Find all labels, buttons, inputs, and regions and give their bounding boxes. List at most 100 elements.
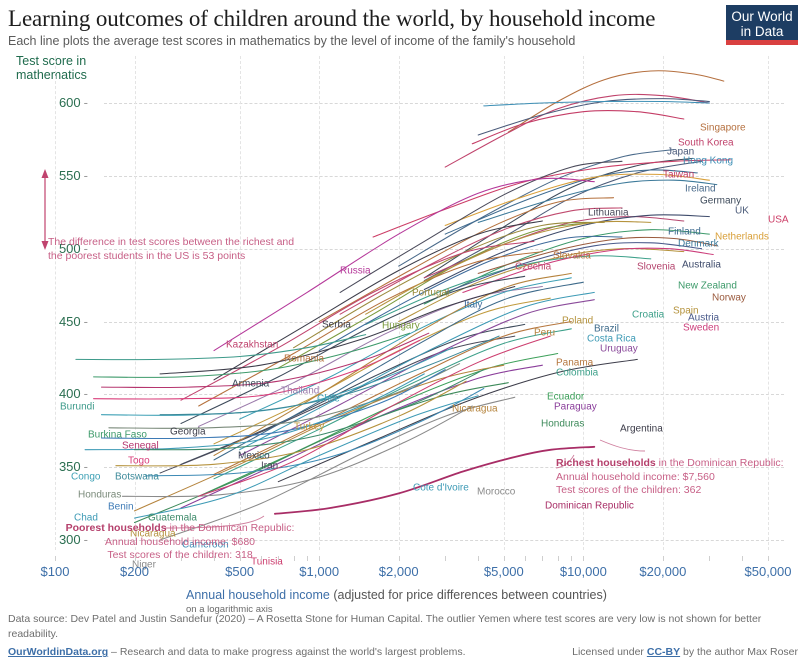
series-line-slovakia[interactable]: [318, 197, 615, 323]
series-line-cote-d-ivoire[interactable]: [133, 395, 479, 519]
series-label-brazil[interactable]: Brazil: [594, 323, 620, 335]
series-label-uruguay[interactable]: Uruguay: [600, 343, 638, 355]
series-line-uruguay[interactable]: [239, 299, 595, 457]
series-line-benin[interactable]: [100, 369, 446, 440]
series-line-sweden[interactable]: [462, 247, 714, 293]
series-line-czechia[interactable]: [339, 207, 623, 315]
owid-site-link[interactable]: OurWorldinData.org: [8, 646, 109, 658]
series-label-croatia[interactable]: Croatia: [632, 309, 665, 321]
series-label-spain[interactable]: Spain: [673, 305, 699, 317]
series-label-serbia[interactable]: Serbia: [322, 319, 351, 331]
series-label-singapore[interactable]: Singapore: [700, 122, 746, 134]
series-label-czechia[interactable]: Czechia: [515, 261, 552, 273]
series-line-burkina-faso[interactable]: [93, 332, 411, 378]
series-line-italy[interactable]: [318, 235, 623, 352]
series-line-guatemala[interactable]: [133, 369, 485, 451]
series-line-australia[interactable]: [423, 214, 710, 291]
series-label-paraguay[interactable]: Paraguay: [554, 401, 597, 413]
series-label-iran[interactable]: Iran: [261, 460, 279, 472]
series-label-benin[interactable]: Benin: [108, 501, 134, 513]
series-label-togo[interactable]: Togo: [128, 455, 150, 467]
series-line-honduras[interactable]: [108, 363, 461, 429]
series-line-russia[interactable]: [213, 177, 595, 352]
series-line-colombia[interactable]: [213, 328, 572, 480]
series-label-new-zealand[interactable]: New Zealand: [678, 280, 737, 292]
series-label-senegal[interactable]: Senegal: [122, 440, 159, 452]
series-label-cameroon[interactable]: Cameroon: [182, 539, 229, 551]
series-label-australia[interactable]: Australia: [682, 259, 721, 271]
series-line-morocco[interactable]: [159, 396, 516, 541]
ccby-link[interactable]: CC-BY: [646, 646, 681, 658]
series-line-lithuania[interactable]: [339, 160, 623, 293]
series-label-taiwan[interactable]: Taiwan: [663, 169, 695, 181]
series-line-croatia[interactable]: [365, 255, 652, 325]
series-label-uk[interactable]: UK: [735, 205, 749, 217]
series-line-argentina[interactable]: [277, 358, 638, 483]
series-label-niger[interactable]: Niger: [132, 559, 156, 571]
series-label-japan[interactable]: Japan: [667, 146, 695, 158]
series-line-botswana[interactable]: [159, 335, 500, 416]
series-label-south-korea[interactable]: South Korea: [678, 137, 734, 149]
series-line-austria[interactable]: [444, 242, 703, 293]
owid-logo[interactable]: Our World in Data: [726, 5, 798, 45]
series-label-georgia[interactable]: Georgia: [170, 426, 206, 438]
series-line-tunisia[interactable]: [198, 335, 551, 497]
series-label-russia[interactable]: Russia: [340, 265, 371, 277]
series-line-nicaragua[interactable]: [115, 380, 467, 467]
series-label-austria[interactable]: Austria: [688, 312, 720, 324]
series-label-costa-rica[interactable]: Costa Rica: [587, 333, 636, 345]
series-label-kazakhstan[interactable]: Kazakhstan: [226, 339, 279, 351]
series-label-romania[interactable]: Romania: [284, 353, 325, 365]
series-line-ireland[interactable]: [398, 149, 675, 267]
series-line-hong-kong[interactable]: [483, 100, 710, 107]
series-label-armenia[interactable]: Armenia: [232, 378, 270, 390]
series-line-dominican-republic[interactable]: [274, 445, 596, 515]
series-line-netherlands[interactable]: [444, 173, 710, 226]
series-line-burundi[interactable]: [75, 334, 367, 361]
series-label-congo[interactable]: Congo: [71, 471, 101, 483]
series-line-romania[interactable]: [198, 251, 543, 407]
series-label-lithuania[interactable]: Lithuania: [588, 207, 629, 219]
series-label-netherlands[interactable]: Netherlands: [715, 231, 769, 243]
series-line-serbia[interactable]: [213, 220, 543, 381]
series-label-hungary[interactable]: Hungary: [382, 320, 420, 332]
series-label-slovakia[interactable]: Slovakia: [553, 250, 591, 262]
series-label-hong-kong[interactable]: Hong Kong: [683, 155, 734, 167]
series-label-cote-d-ivoire[interactable]: Cote d'Ivoire: [413, 482, 469, 494]
series-line-nicaragua[interactable]: [133, 364, 505, 512]
series-label-tunisia[interactable]: Tunisia: [251, 556, 283, 568]
series-label-norway[interactable]: Norway: [712, 292, 746, 304]
series-label-ecuador[interactable]: Ecuador: [547, 391, 585, 403]
series-label-nicaragua[interactable]: Nicaragua: [130, 528, 176, 540]
series-label-poland[interactable]: Poland: [562, 315, 594, 327]
series-label-denmark[interactable]: Denmark: [678, 238, 719, 250]
series-line-new-zealand[interactable]: [423, 229, 710, 305]
series-label-sweden[interactable]: Sweden: [683, 322, 720, 334]
series-line-senegal[interactable]: [100, 332, 430, 389]
series-label-nicaragua[interactable]: Nicaragua: [452, 403, 498, 415]
series-line-costa-rica[interactable]: [239, 291, 595, 451]
series-line-singapore[interactable]: [507, 70, 725, 133]
series-label-slovenia[interactable]: Slovenia: [637, 261, 676, 273]
series-line-norway[interactable]: [477, 236, 718, 274]
series-label-germany[interactable]: Germany: [700, 195, 742, 207]
series-line-taiwan[interactable]: [471, 110, 685, 145]
series-label-dominican-republic[interactable]: Dominican Republic: [545, 500, 634, 512]
series-label-portugal[interactable]: Portugal: [412, 287, 450, 299]
series-label-italy[interactable]: Italy: [464, 299, 483, 311]
series-label-honduras[interactable]: Honduras: [541, 418, 585, 430]
series-label-ireland[interactable]: Ireland: [685, 183, 716, 195]
series-line-poland[interactable]: [365, 220, 652, 315]
series-line-armenia[interactable]: [180, 275, 526, 425]
series-label-chile[interactable]: Chile: [317, 393, 340, 405]
series-label-botswana[interactable]: Botswana: [115, 471, 159, 483]
series-line-peru[interactable]: [213, 272, 572, 457]
series-label-burkina-faso[interactable]: Burkina Faso: [88, 429, 147, 441]
series-label-colombia[interactable]: Colombia: [556, 367, 599, 379]
series-line-chile[interactable]: [239, 277, 572, 420]
series-label-turkey[interactable]: Turkey: [294, 421, 325, 433]
series-label-burundi[interactable]: Burundi: [60, 401, 95, 413]
series-label-thailand[interactable]: Thailand: [281, 385, 320, 397]
series-line-georgia[interactable]: [159, 285, 516, 375]
series-label-argentina[interactable]: Argentina: [620, 423, 663, 435]
